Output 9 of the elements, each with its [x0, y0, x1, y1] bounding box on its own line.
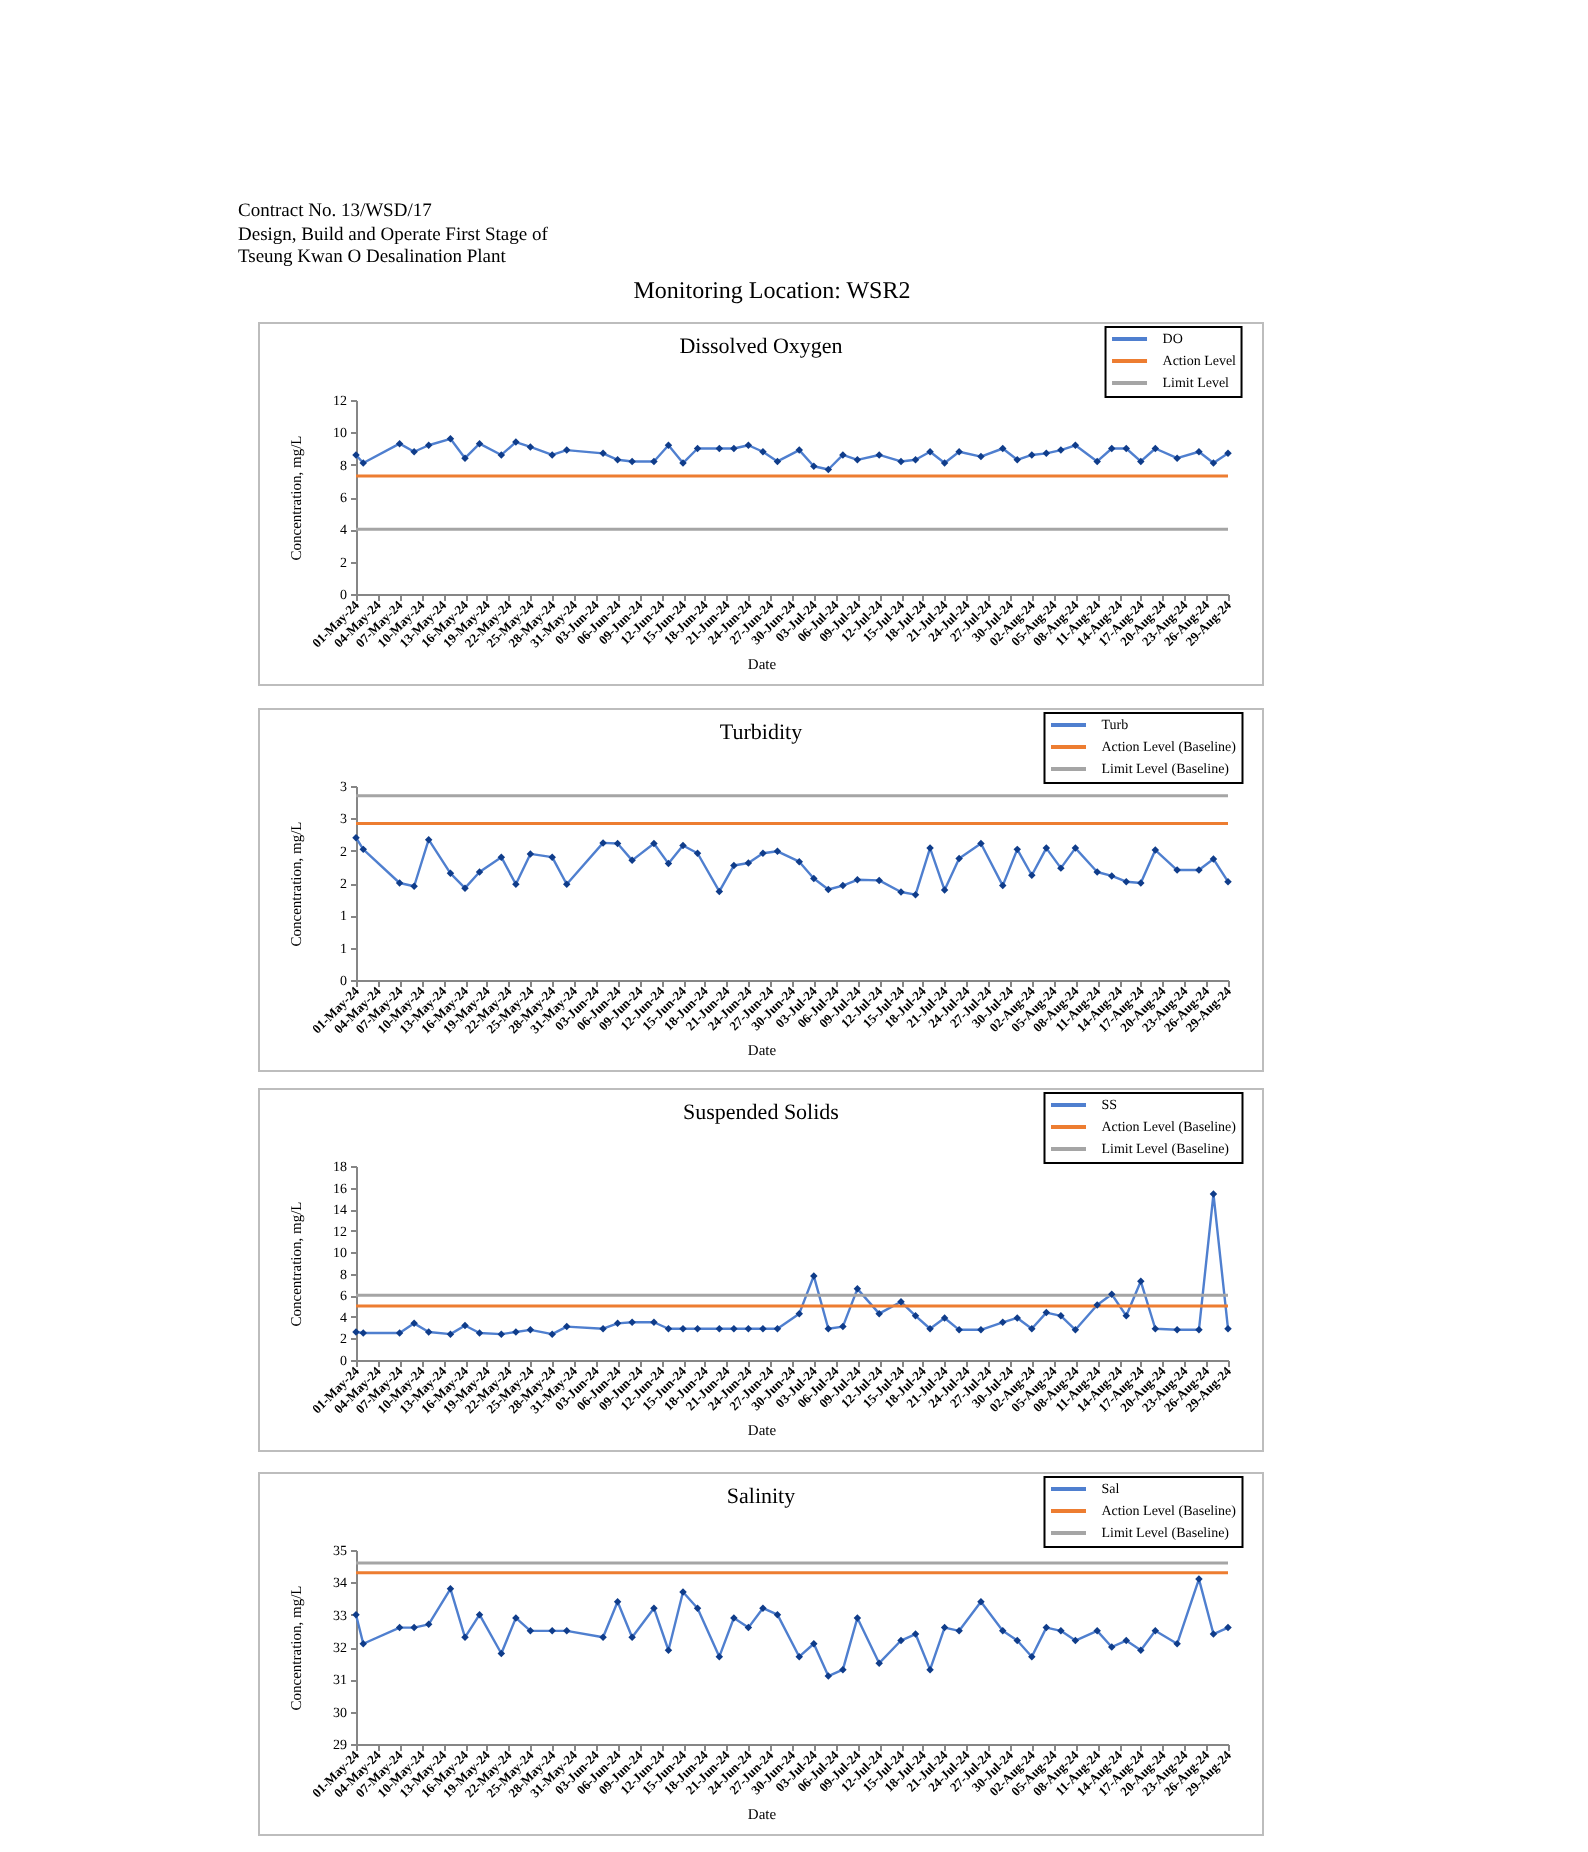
chart-title: Dissolved Oxygen	[679, 335, 844, 359]
text: Contract No. 13/WSD/17	[238, 202, 432, 224]
chart-title: Suspended Solids	[683, 1101, 839, 1125]
text: Monitoring Location: WSR2	[631, 276, 913, 305]
chart-title: Salinity	[726, 1485, 797, 1509]
text: Design, Build and Operate First Stage of	[238, 225, 548, 248]
line-series	[352, 1575, 1232, 1680]
text: Tseung Kwan O Desalination Plant	[238, 248, 506, 271]
chart-title: Turbidity	[719, 721, 804, 745]
